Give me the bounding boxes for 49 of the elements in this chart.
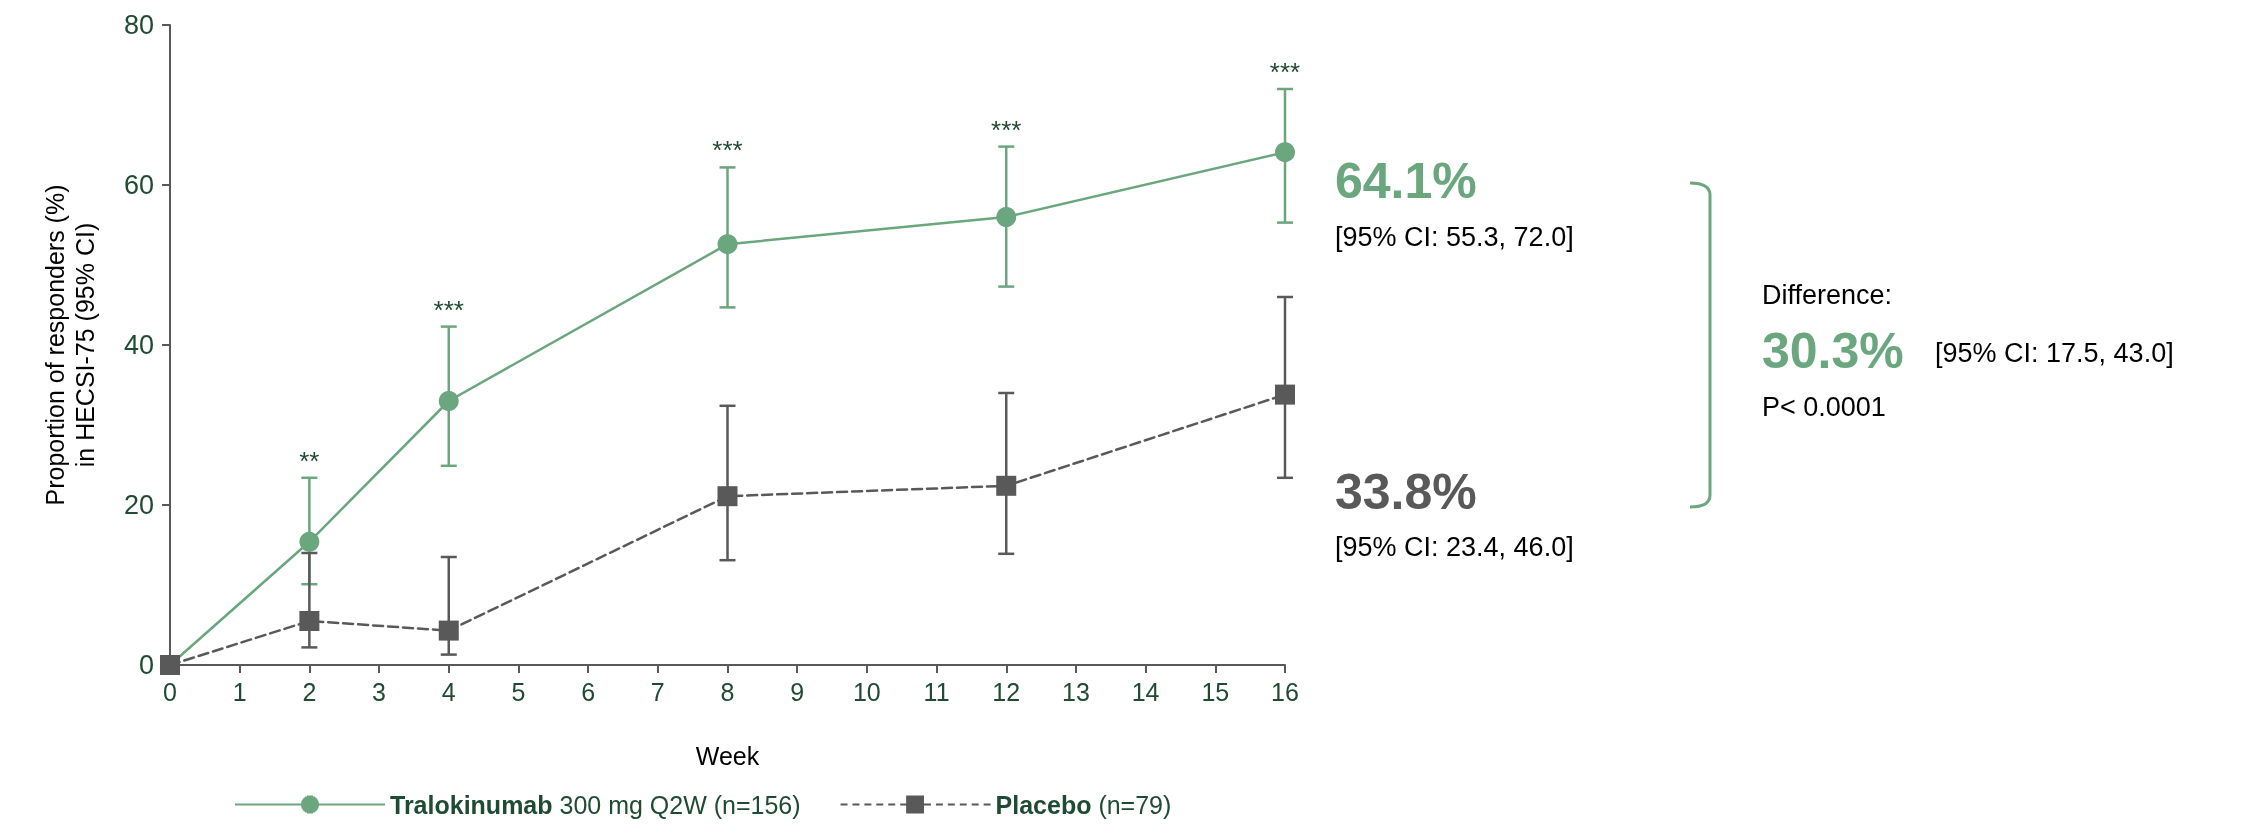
legend-label: Tralokinumab 300 mg Q2W (n=156) xyxy=(390,790,801,819)
text: [95% CI: 55.3, 72.0] xyxy=(1335,222,1574,253)
x-tick-label: 0 xyxy=(163,677,177,706)
y-tick-label: 80 xyxy=(123,10,154,40)
x-tick-label: 12 xyxy=(992,677,1021,706)
x-tick-label: 15 xyxy=(1201,677,1230,706)
x-tick-label: 13 xyxy=(1062,677,1090,706)
point xyxy=(717,234,738,255)
x-tick-label: 4 xyxy=(441,677,456,706)
y-tick-label: 40 xyxy=(123,330,154,360)
x-tick-label: 10 xyxy=(852,677,881,706)
point xyxy=(438,391,459,411)
x-axis-title: Week xyxy=(695,741,760,770)
x-tick-label: 11 xyxy=(923,677,950,706)
annotation: *** xyxy=(1269,57,1301,87)
x-tick-label: 14 xyxy=(1131,677,1160,706)
text: 30.3% xyxy=(1762,322,1904,380)
legend-label: Placebo (n=79) xyxy=(995,790,1172,819)
x-tick-label: 5 xyxy=(511,677,526,706)
text: [95% CI: 17.5, 43.0] xyxy=(1935,338,2174,369)
annotation: *** xyxy=(991,114,1022,145)
x-tick-label: 16 xyxy=(1271,677,1299,706)
annotation: *** xyxy=(433,294,464,325)
x-tick-label: 3 xyxy=(372,677,387,706)
point xyxy=(438,620,459,641)
point xyxy=(1275,142,1295,163)
point xyxy=(1275,384,1295,405)
annotation: ** xyxy=(299,445,320,476)
text: 64.1% xyxy=(1335,152,1477,210)
point xyxy=(299,611,320,631)
y-tick-label: 20 xyxy=(123,490,154,520)
annotation: *** xyxy=(712,135,743,166)
y-axis-title: Proportion of responders (%) in HECSI-75 (95% CI) xyxy=(41,184,99,506)
y-tick-label: 0 xyxy=(138,650,154,680)
point xyxy=(717,486,738,507)
x-tick-label: 9 xyxy=(790,677,805,706)
x-tick-label: 1 xyxy=(232,677,247,706)
text: [95% CI: 23.4, 46.0] xyxy=(1335,532,1574,563)
point xyxy=(996,207,1017,227)
text: 33.8% xyxy=(1335,463,1477,521)
text: Difference: xyxy=(1762,280,1893,311)
x-tick-label: 2 xyxy=(302,677,317,706)
x-tick-label: 8 xyxy=(720,677,735,706)
x-tick-label: 7 xyxy=(650,677,665,706)
x-tick-label: 6 xyxy=(581,677,596,706)
point xyxy=(299,531,320,552)
text: P< 0.0001 xyxy=(1762,392,1886,423)
y-tick-label: 60 xyxy=(123,170,154,200)
point xyxy=(996,475,1017,496)
